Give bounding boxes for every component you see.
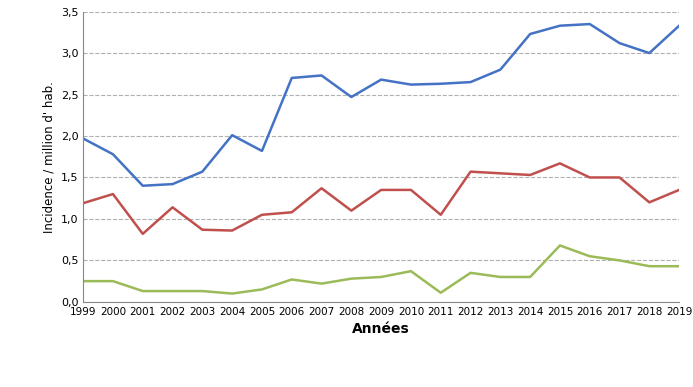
Autres formes (586, 254, 594, 259)
Bactériémies (377, 77, 385, 82)
X-axis label: Années: Années (352, 322, 410, 336)
Autres formes (198, 289, 207, 293)
Autres formes (377, 275, 385, 279)
Neuroméningées (109, 192, 117, 196)
Bactériémies (437, 81, 445, 86)
Neuroméningées (79, 201, 87, 205)
Autres formes (526, 275, 534, 279)
Autres formes (258, 287, 266, 292)
Neuroméningées (556, 161, 564, 166)
Neuroméningées (407, 188, 415, 192)
Bactériémies (645, 51, 653, 55)
Bactériémies (317, 73, 326, 78)
Bactériémies (198, 170, 207, 174)
Bactériémies (556, 23, 564, 28)
Bactériémies (168, 182, 177, 187)
Neuroméningées (288, 210, 296, 215)
Bactériémies (615, 41, 624, 45)
Neuroméningées (228, 228, 236, 233)
Line: Autres formes: Autres formes (83, 245, 679, 294)
Bactériémies (496, 67, 505, 72)
Autres formes (139, 289, 147, 293)
Neuroméningées (526, 173, 534, 177)
Autres formes (228, 291, 236, 296)
Neuroméningées (317, 186, 326, 190)
Bactériémies (586, 22, 594, 26)
Neuroméningées (496, 171, 505, 176)
Neuroméningées (198, 228, 207, 232)
Bactériémies (79, 136, 87, 141)
Bactériémies (466, 80, 475, 84)
Neuroméningées (258, 212, 266, 217)
Bactériémies (347, 95, 356, 99)
Neuroméningées (168, 205, 177, 210)
Line: Neuroméningées: Neuroméningées (83, 163, 679, 234)
Neuroméningées (437, 212, 445, 217)
Autres formes (645, 264, 653, 269)
Bactériémies (675, 23, 683, 28)
Autres formes (317, 281, 326, 286)
Y-axis label: Incidence / million d' hab.: Incidence / million d' hab. (42, 81, 55, 233)
Neuroméningées (586, 175, 594, 180)
Bactériémies (109, 152, 117, 157)
Neuroméningées (645, 200, 653, 205)
Neuroméningées (675, 188, 683, 192)
Autres formes (109, 279, 117, 283)
Autres formes (466, 271, 475, 275)
Bactériémies (526, 32, 534, 36)
Autres formes (615, 258, 624, 263)
Autres formes (168, 289, 177, 293)
Neuroméningées (347, 208, 356, 213)
Bactériémies (288, 75, 296, 80)
Neuroméningées (615, 175, 624, 180)
Autres formes (79, 279, 87, 283)
Neuroméningées (377, 188, 385, 192)
Autres formes (675, 264, 683, 269)
Autres formes (347, 276, 356, 281)
Bactériémies (258, 149, 266, 153)
Autres formes (407, 269, 415, 274)
Bactériémies (139, 183, 147, 188)
Autres formes (288, 277, 296, 282)
Line: Bactériémies: Bactériémies (83, 24, 679, 186)
Bactériémies (407, 82, 415, 87)
Neuroméningées (466, 170, 475, 174)
Neuroméningées (139, 231, 147, 236)
Autres formes (556, 243, 564, 248)
Autres formes (437, 290, 445, 295)
Bactériémies (228, 133, 236, 137)
Autres formes (496, 275, 505, 279)
